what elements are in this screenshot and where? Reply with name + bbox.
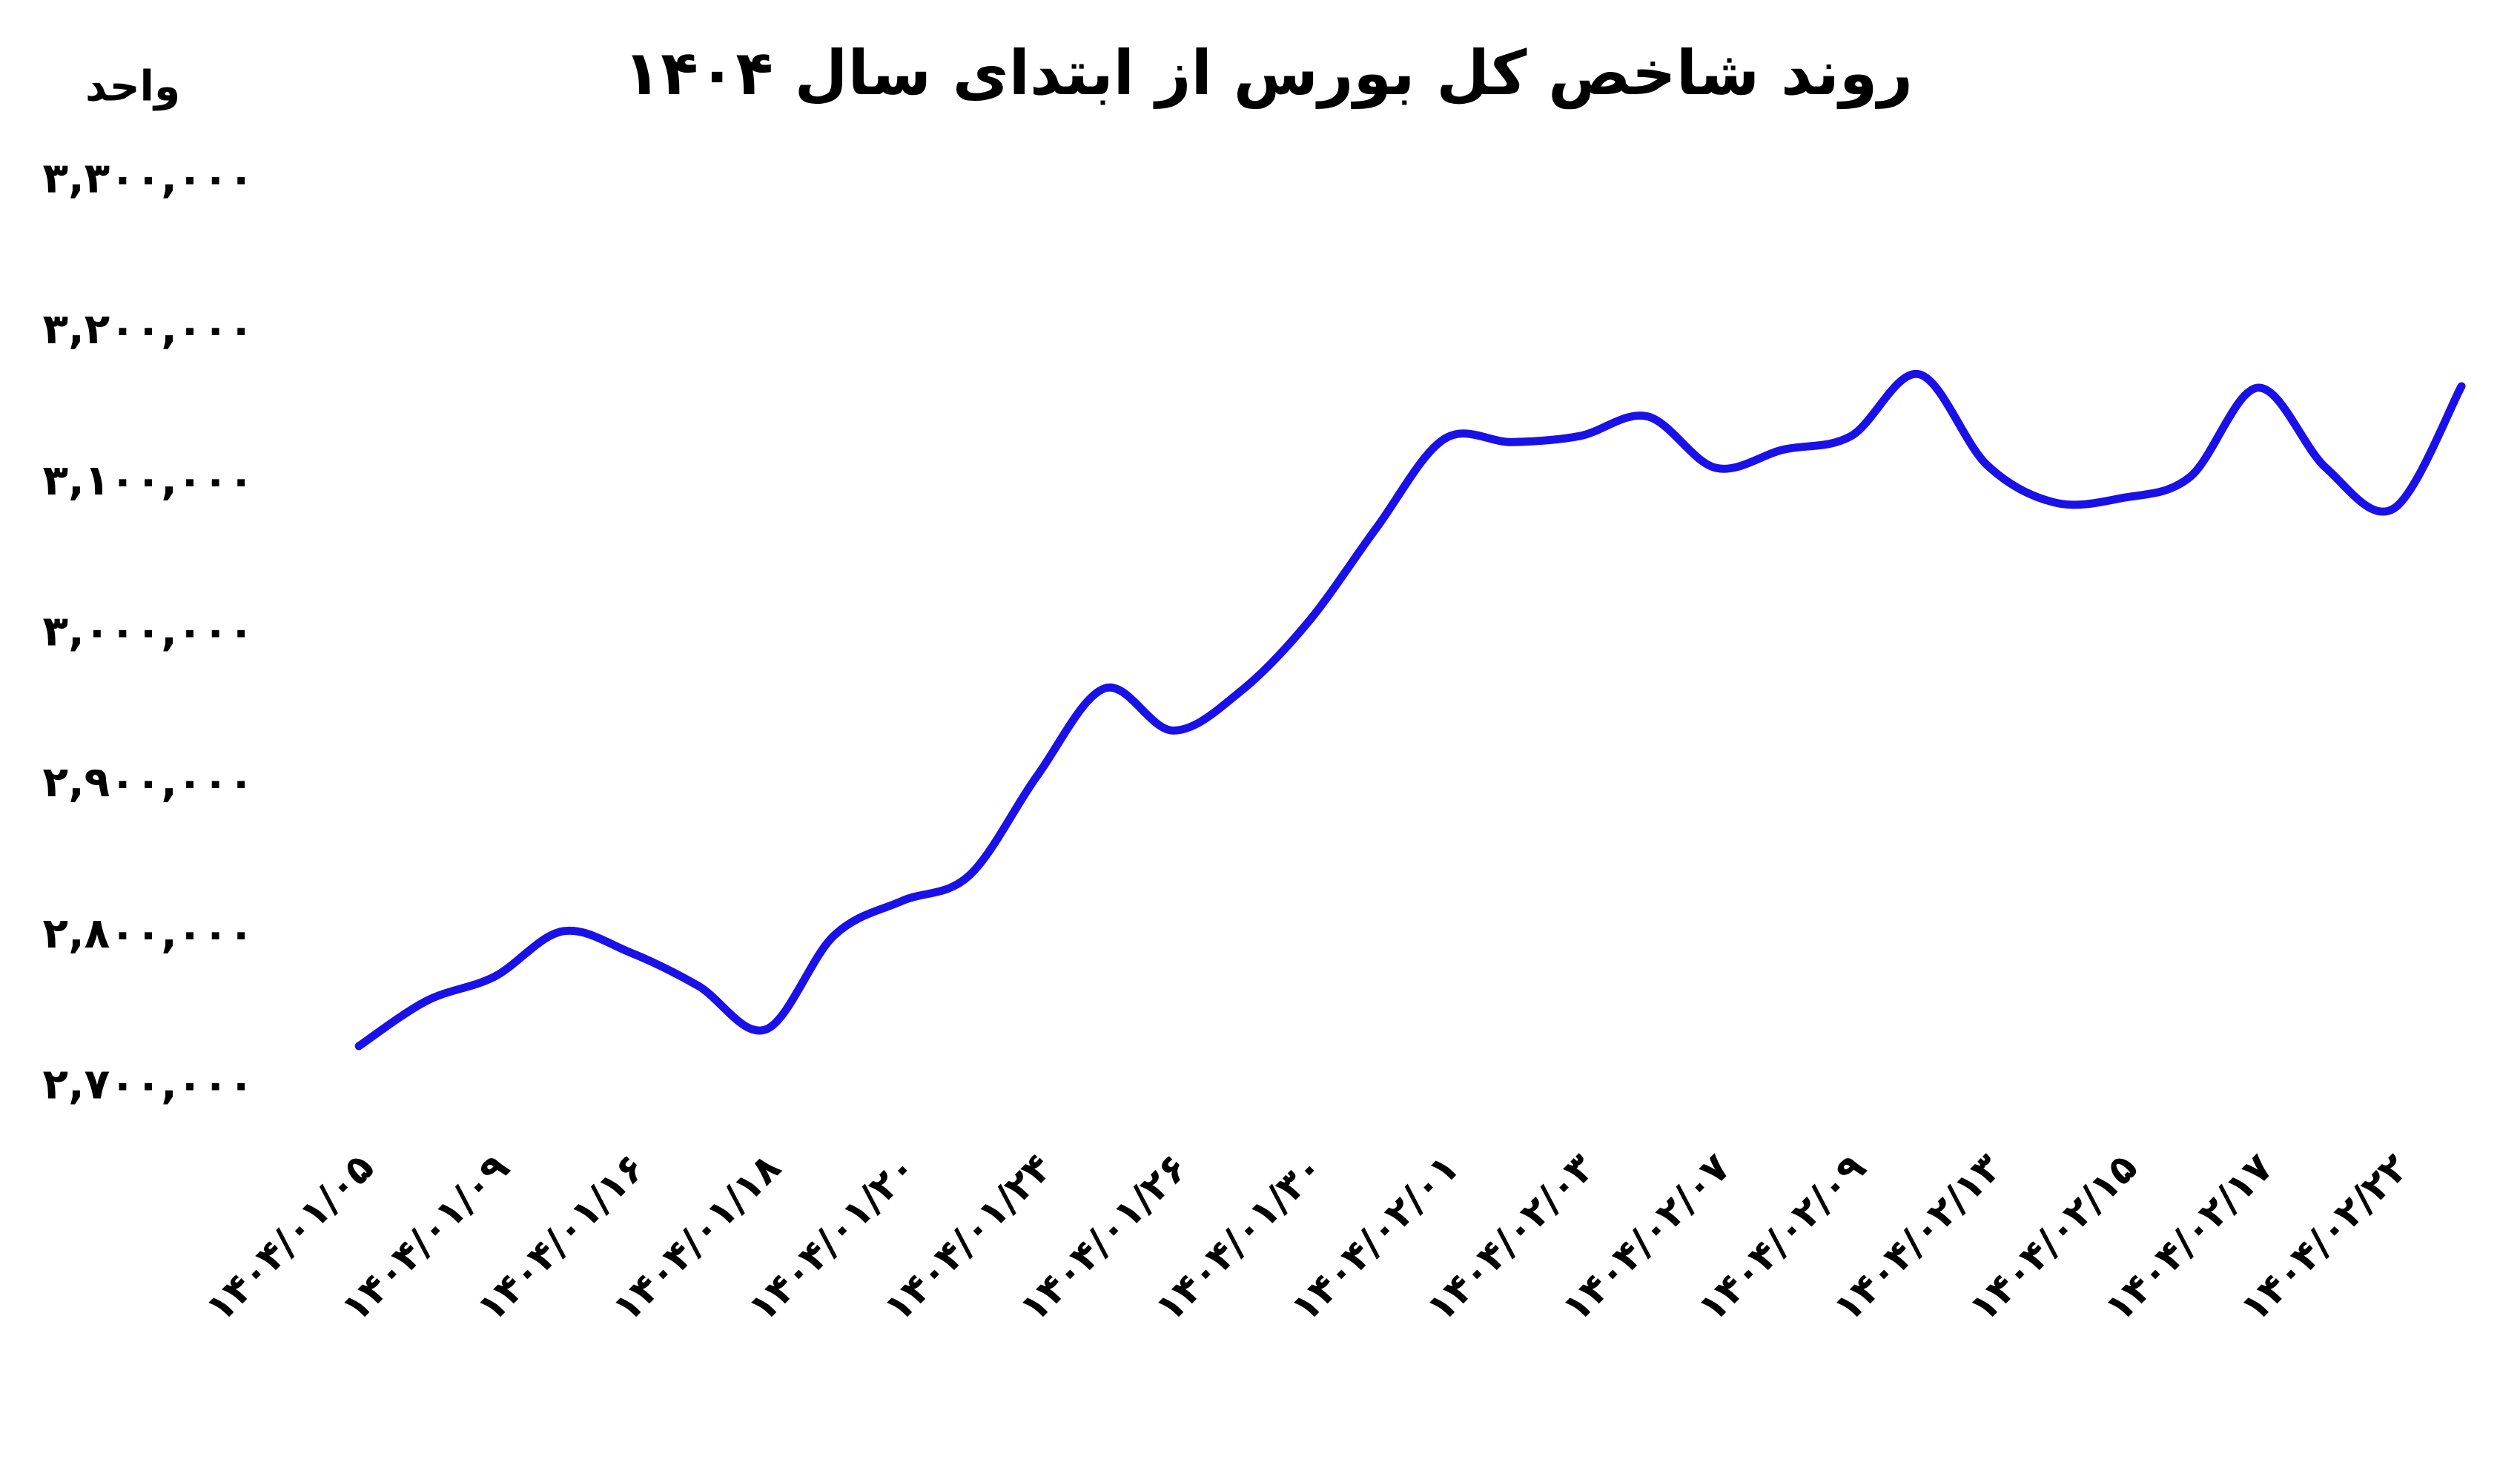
data-line	[354, 370, 2466, 1051]
y-tick-label: ۲,۸۰۰,۰۰۰	[43, 909, 254, 958]
y-tick-label: ۳,۰۰۰,۰۰۰	[43, 607, 254, 656]
y-tick-label: ۳,۳۰۰,۰۰۰	[43, 154, 254, 203]
y-tick-label: ۳,۲۰۰,۰۰۰	[43, 305, 254, 354]
y-tick-label: ۲,۹۰۰,۰۰۰	[43, 758, 254, 807]
chart-title: روند شاخص کل بورس از ابتدای سال ۱۴۰۴	[624, 37, 1913, 110]
y-tick-label: ۲,۷۰۰,۰۰۰	[43, 1060, 254, 1109]
y-tick-label: ۳,۱۰۰,۰۰۰	[43, 456, 254, 505]
y-axis-label: واحد	[85, 62, 180, 110]
